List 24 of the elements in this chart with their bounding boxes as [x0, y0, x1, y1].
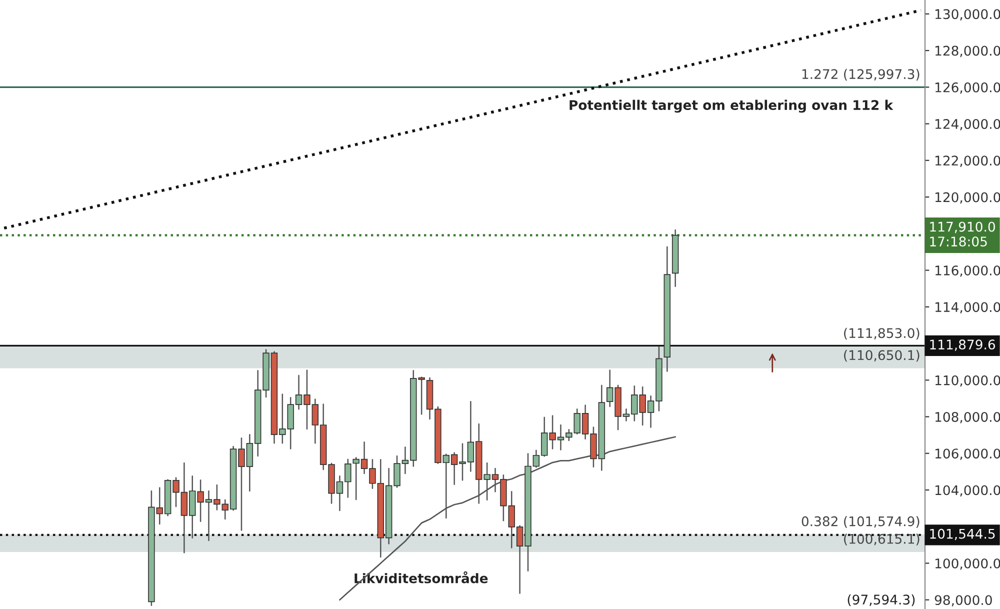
y-tick-label: 130,000.0	[935, 9, 1000, 20]
y-tick-label: 120,000.0	[935, 192, 1000, 204]
y-tick-label: 108,000.0	[935, 412, 1000, 424]
annotation: (110,650.1)	[844, 350, 920, 362]
y-tick-label: 128,000.0	[935, 46, 1000, 58]
y-tick-label: 100,000.0	[935, 558, 1000, 570]
y-tick-label: 114,000.0	[935, 302, 1000, 314]
annotation: 1.272 (125,997.3)	[802, 68, 920, 81]
ref-line-label: 111,879.6	[930, 340, 996, 351]
annotation: (100,615.1)	[844, 534, 920, 546]
y-tick-label: 116,000.0	[935, 265, 1000, 277]
ref-line-label: 101,544.5	[930, 528, 995, 540]
y-tick-label: 122,000.0	[935, 156, 1000, 167]
ref-line-label: 117,910.0 17:18:05	[930, 222, 995, 247]
y-tick-label: 110,000.0	[935, 375, 1000, 387]
y-tick-label: 98,000.0	[934, 595, 992, 606]
y-tick-label: 124,000.0	[935, 119, 1000, 130]
annotation: Potentiellt target om etablering ovan 112 k	[570, 100, 894, 113]
annotation: (97,594.3)	[848, 594, 915, 606]
annotation: (111,853.0)	[844, 328, 920, 340]
annotation: 0.382 (101,574.9)	[802, 516, 920, 528]
y-tick-label: 106,000.0	[935, 448, 1000, 460]
y-tick-label: 104,000.0	[935, 485, 1000, 497]
y-tick-label: 126,000.0	[935, 82, 1000, 94]
